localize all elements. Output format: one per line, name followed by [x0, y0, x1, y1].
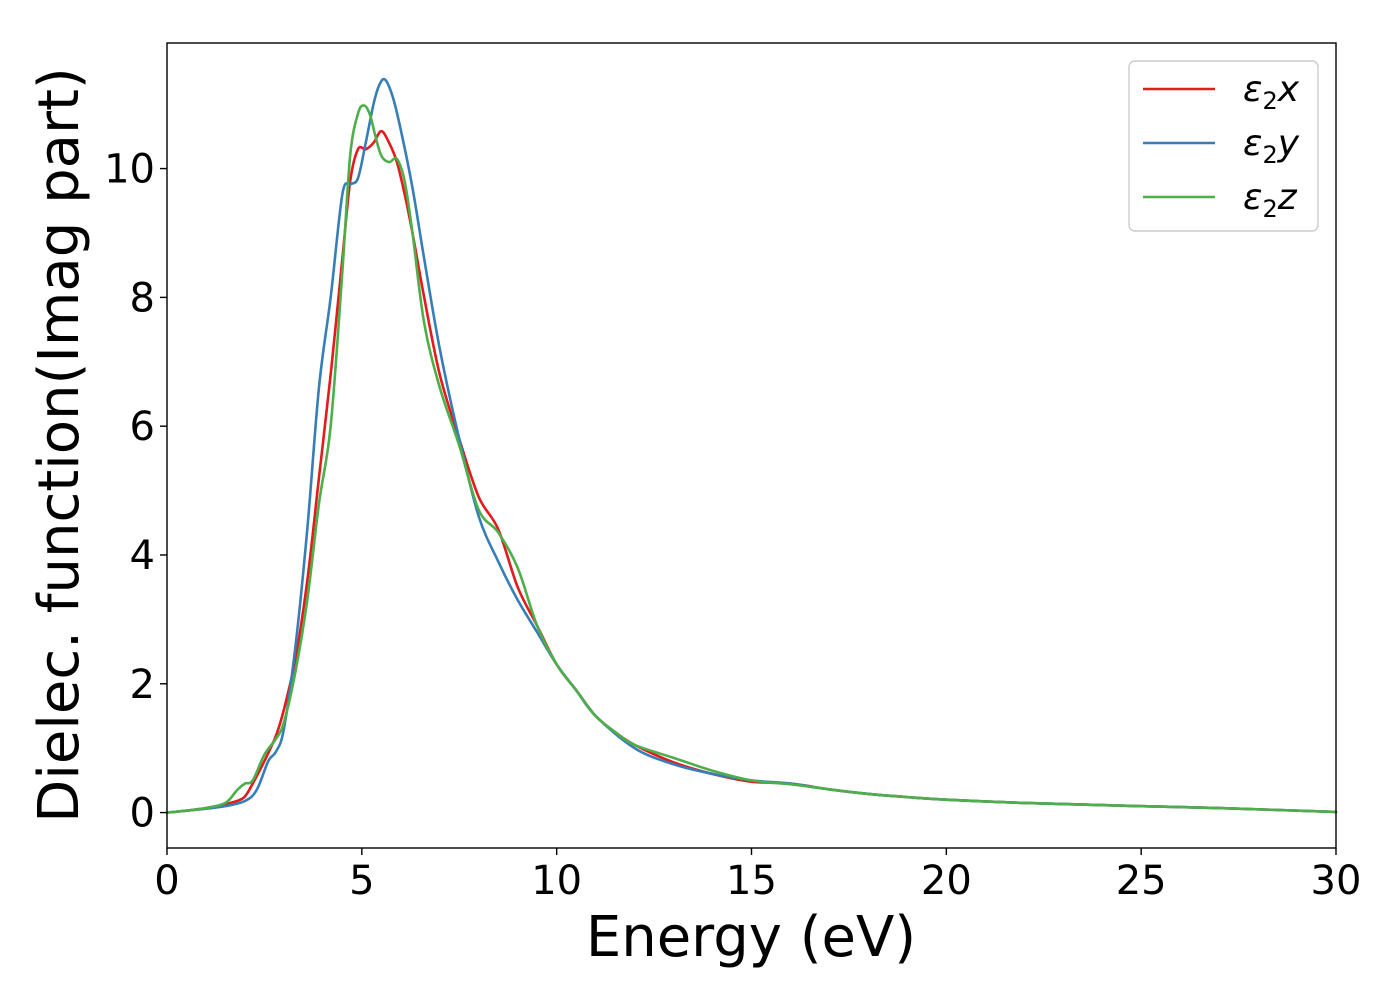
- ticks-layer: 0 5 10 15 20 25 30 0 2 4 6 8 10: [104, 147, 1361, 904]
- x-axis-label: Energy (eV): [586, 905, 916, 970]
- legend-label-x: ε2x: [1243, 69, 1300, 115]
- x-tick-label: 20: [921, 858, 972, 904]
- y-tick-label: 6: [130, 404, 155, 450]
- series-line-z: [165, 104, 1338, 814]
- y-tick-label: 8: [130, 275, 155, 321]
- legend-label-y: ε2y: [1243, 123, 1300, 169]
- x-tick-label: 15: [726, 858, 777, 904]
- y-axis-label: Dielec. function(Imag part): [27, 67, 92, 823]
- x-tick-label: 0: [154, 858, 179, 904]
- legend-box: [1128, 60, 1319, 232]
- x-tick-label: 30: [1311, 858, 1362, 904]
- x-tick-label: 25: [1116, 858, 1167, 904]
- y-tick-label: 0: [130, 791, 155, 837]
- y-tick-label: 2: [130, 662, 155, 708]
- legend-label-z: ε2z: [1243, 177, 1298, 223]
- y-tick-label: 4: [130, 533, 155, 579]
- legend: ε2x ε2y ε2z: [1128, 60, 1319, 232]
- x-tick-label: 10: [531, 858, 582, 904]
- y-tick-label: 10: [104, 147, 155, 193]
- x-tick-label: 5: [349, 858, 374, 904]
- series-layer: [165, 77, 1338, 814]
